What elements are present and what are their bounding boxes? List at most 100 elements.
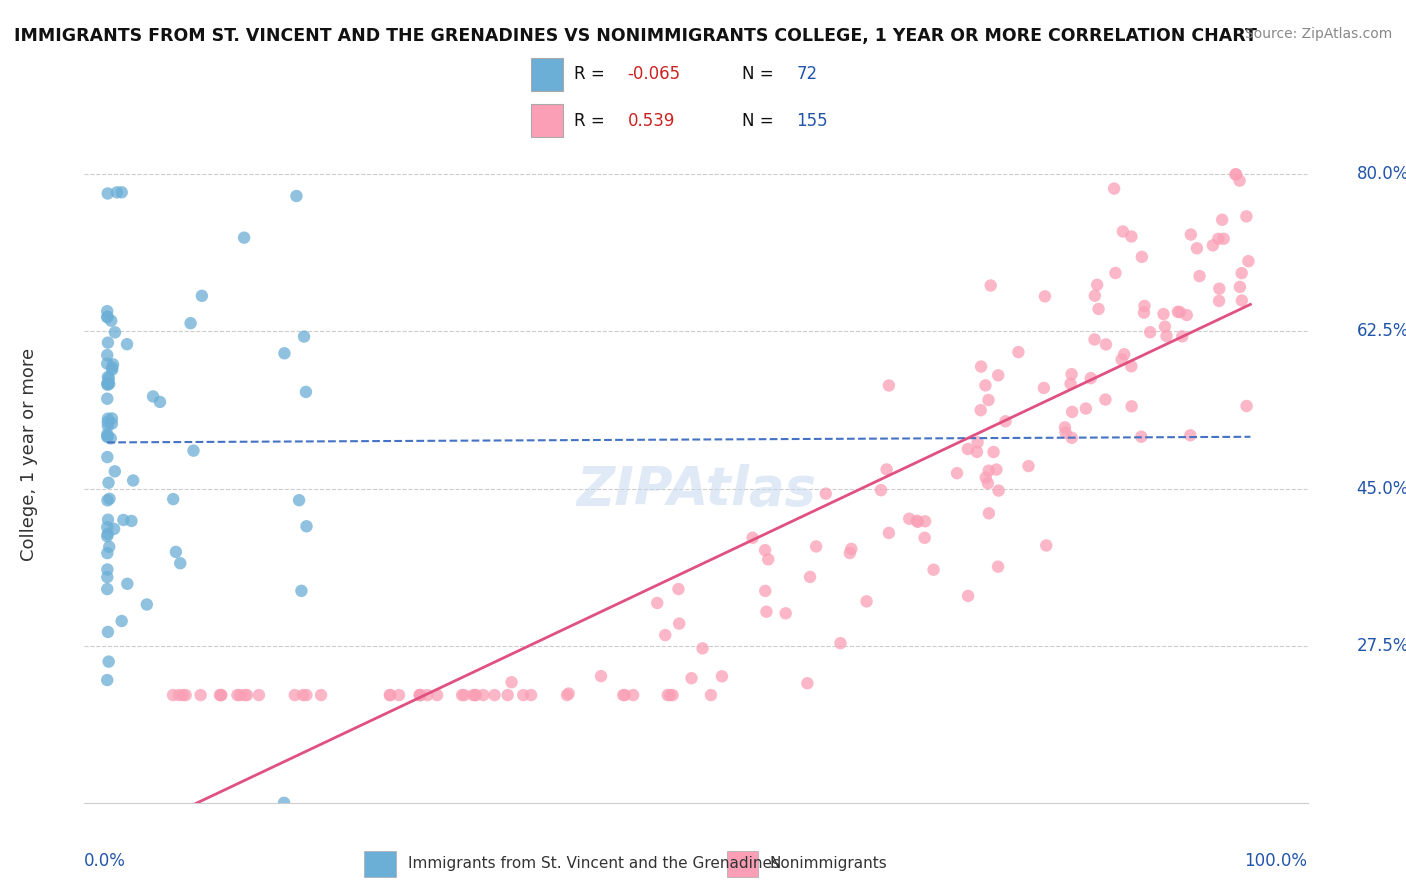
Point xyxy=(233,688,256,702)
Point xyxy=(1154,319,1177,334)
Point xyxy=(1171,329,1194,343)
Point xyxy=(209,688,232,702)
Point xyxy=(408,688,430,702)
Point xyxy=(799,570,821,584)
Point xyxy=(97,377,120,392)
Point xyxy=(1121,229,1143,244)
Point xyxy=(855,594,877,608)
Point xyxy=(1053,420,1076,434)
Point xyxy=(621,688,644,702)
Point xyxy=(1211,212,1233,227)
Point xyxy=(970,359,993,374)
Point xyxy=(907,515,929,529)
Point xyxy=(167,688,190,702)
Point xyxy=(1208,282,1230,296)
Point xyxy=(775,607,797,621)
Point xyxy=(1054,425,1077,440)
Text: 45.0%: 45.0% xyxy=(1357,480,1406,498)
Point xyxy=(97,186,120,201)
Point xyxy=(1060,431,1083,445)
Point xyxy=(226,688,249,702)
Point xyxy=(946,466,969,480)
Point xyxy=(295,519,318,533)
Point xyxy=(977,476,1000,491)
Point xyxy=(117,576,139,591)
Point xyxy=(96,582,118,596)
Point xyxy=(96,348,118,362)
Point xyxy=(905,514,928,528)
Point xyxy=(657,688,679,702)
Point xyxy=(416,688,439,702)
Point xyxy=(914,514,936,528)
Point xyxy=(463,688,485,702)
Point xyxy=(1111,352,1133,367)
Point xyxy=(1185,241,1208,255)
Point xyxy=(97,415,120,429)
Point xyxy=(96,392,118,406)
Point xyxy=(100,431,122,445)
Point xyxy=(877,525,900,540)
Point xyxy=(1032,381,1054,395)
Point xyxy=(162,688,184,702)
Text: R =: R = xyxy=(574,112,610,129)
Point xyxy=(681,671,703,685)
Point xyxy=(974,470,997,484)
Point xyxy=(1236,210,1258,224)
Point xyxy=(292,329,315,343)
Point xyxy=(453,688,475,702)
Point xyxy=(1062,405,1084,419)
Point xyxy=(1112,224,1135,238)
Point xyxy=(97,475,120,490)
Point xyxy=(1168,305,1191,319)
Point xyxy=(1130,430,1153,444)
Point xyxy=(1153,307,1175,321)
Point xyxy=(987,559,1010,574)
Text: R =: R = xyxy=(574,65,610,83)
Text: 0.0%: 0.0% xyxy=(84,852,127,870)
Text: Nonimmigrants: Nonimmigrants xyxy=(770,855,887,871)
Point xyxy=(1114,347,1136,361)
Point xyxy=(1225,167,1247,181)
Point xyxy=(1018,459,1040,474)
Point xyxy=(295,384,318,399)
Point xyxy=(1139,325,1161,339)
Point xyxy=(295,688,318,702)
Point xyxy=(977,506,1000,520)
Point xyxy=(484,688,506,702)
Point xyxy=(756,552,779,566)
Point xyxy=(115,337,138,351)
Point xyxy=(451,688,474,702)
Point xyxy=(1180,227,1202,242)
Point xyxy=(247,688,270,702)
Point xyxy=(97,370,120,384)
Point xyxy=(191,289,214,303)
Text: Immigrants from St. Vincent and the Grenadines: Immigrants from St. Vincent and the Gren… xyxy=(408,855,780,871)
Point xyxy=(1121,359,1143,374)
Point xyxy=(987,368,1010,383)
Point xyxy=(97,513,120,527)
Point xyxy=(236,688,259,702)
Point xyxy=(174,688,197,702)
Point xyxy=(1084,289,1107,303)
Point xyxy=(804,540,827,554)
Point xyxy=(974,378,997,392)
Point xyxy=(98,376,121,391)
Point xyxy=(977,392,1000,407)
Point xyxy=(1202,238,1225,252)
Point xyxy=(613,688,636,702)
Point xyxy=(209,688,232,702)
Point xyxy=(710,669,733,683)
Point xyxy=(1080,371,1102,385)
Point xyxy=(162,492,184,507)
Point xyxy=(183,443,205,458)
Point xyxy=(1007,345,1029,359)
Point xyxy=(1060,367,1083,381)
Point xyxy=(97,655,120,669)
Point xyxy=(172,688,194,702)
Point xyxy=(100,314,122,328)
Point xyxy=(122,474,145,488)
Point xyxy=(229,688,252,702)
FancyBboxPatch shape xyxy=(364,851,396,877)
Point xyxy=(96,546,118,560)
Point xyxy=(409,688,432,702)
